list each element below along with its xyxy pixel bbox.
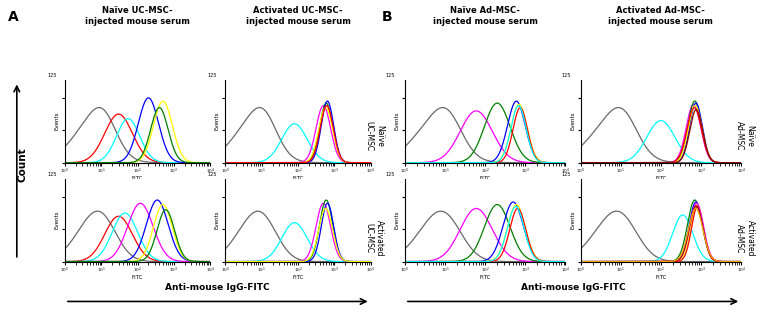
Y-axis label: Events: Events	[570, 112, 575, 130]
Text: Naïve Ad-MSC-
injected mouse serum: Naïve Ad-MSC- injected mouse serum	[432, 6, 538, 26]
Text: A: A	[8, 10, 18, 24]
X-axis label: FITC: FITC	[656, 176, 666, 181]
Text: Naïve UC-MSC-
injected mouse serum: Naïve UC-MSC- injected mouse serum	[85, 6, 190, 26]
Y-axis label: Events: Events	[215, 112, 220, 130]
Text: 125: 125	[47, 73, 57, 78]
X-axis label: FITC: FITC	[480, 275, 490, 280]
Text: Anti-mouse IgG-FITC: Anti-mouse IgG-FITC	[521, 283, 625, 292]
Text: Activated
UC-MSC: Activated UC-MSC	[364, 220, 384, 256]
Y-axis label: Events: Events	[54, 211, 60, 229]
Text: Activated
Ad-MSC: Activated Ad-MSC	[735, 220, 755, 256]
Text: 125: 125	[386, 172, 395, 177]
Text: Naïve
UC-MSC: Naïve UC-MSC	[364, 121, 384, 151]
Y-axis label: Events: Events	[54, 112, 60, 130]
Text: 125: 125	[562, 73, 571, 78]
Text: 125: 125	[47, 172, 57, 177]
Text: Count: Count	[18, 147, 28, 182]
Text: 125: 125	[386, 73, 395, 78]
Text: Activated UC-MSC-
injected mouse serum: Activated UC-MSC- injected mouse serum	[245, 6, 351, 26]
X-axis label: FITC: FITC	[132, 176, 143, 181]
Text: Activated Ad-MSC-
injected mouse serum: Activated Ad-MSC- injected mouse serum	[608, 6, 714, 26]
Text: 125: 125	[208, 73, 217, 78]
X-axis label: FITC: FITC	[293, 176, 303, 181]
X-axis label: FITC: FITC	[132, 275, 143, 280]
Text: 125: 125	[562, 172, 571, 177]
Text: B: B	[382, 10, 393, 24]
Text: Naïve
Ad-MSC: Naïve Ad-MSC	[735, 121, 755, 151]
Y-axis label: Events: Events	[570, 211, 575, 229]
X-axis label: FITC: FITC	[480, 176, 490, 181]
Text: 125: 125	[208, 172, 217, 177]
Y-axis label: Events: Events	[215, 211, 220, 229]
Text: Anti-mouse IgG-FITC: Anti-mouse IgG-FITC	[166, 283, 270, 292]
X-axis label: FITC: FITC	[293, 275, 303, 280]
Y-axis label: Events: Events	[394, 211, 400, 229]
X-axis label: FITC: FITC	[656, 275, 666, 280]
Y-axis label: Events: Events	[394, 112, 400, 130]
